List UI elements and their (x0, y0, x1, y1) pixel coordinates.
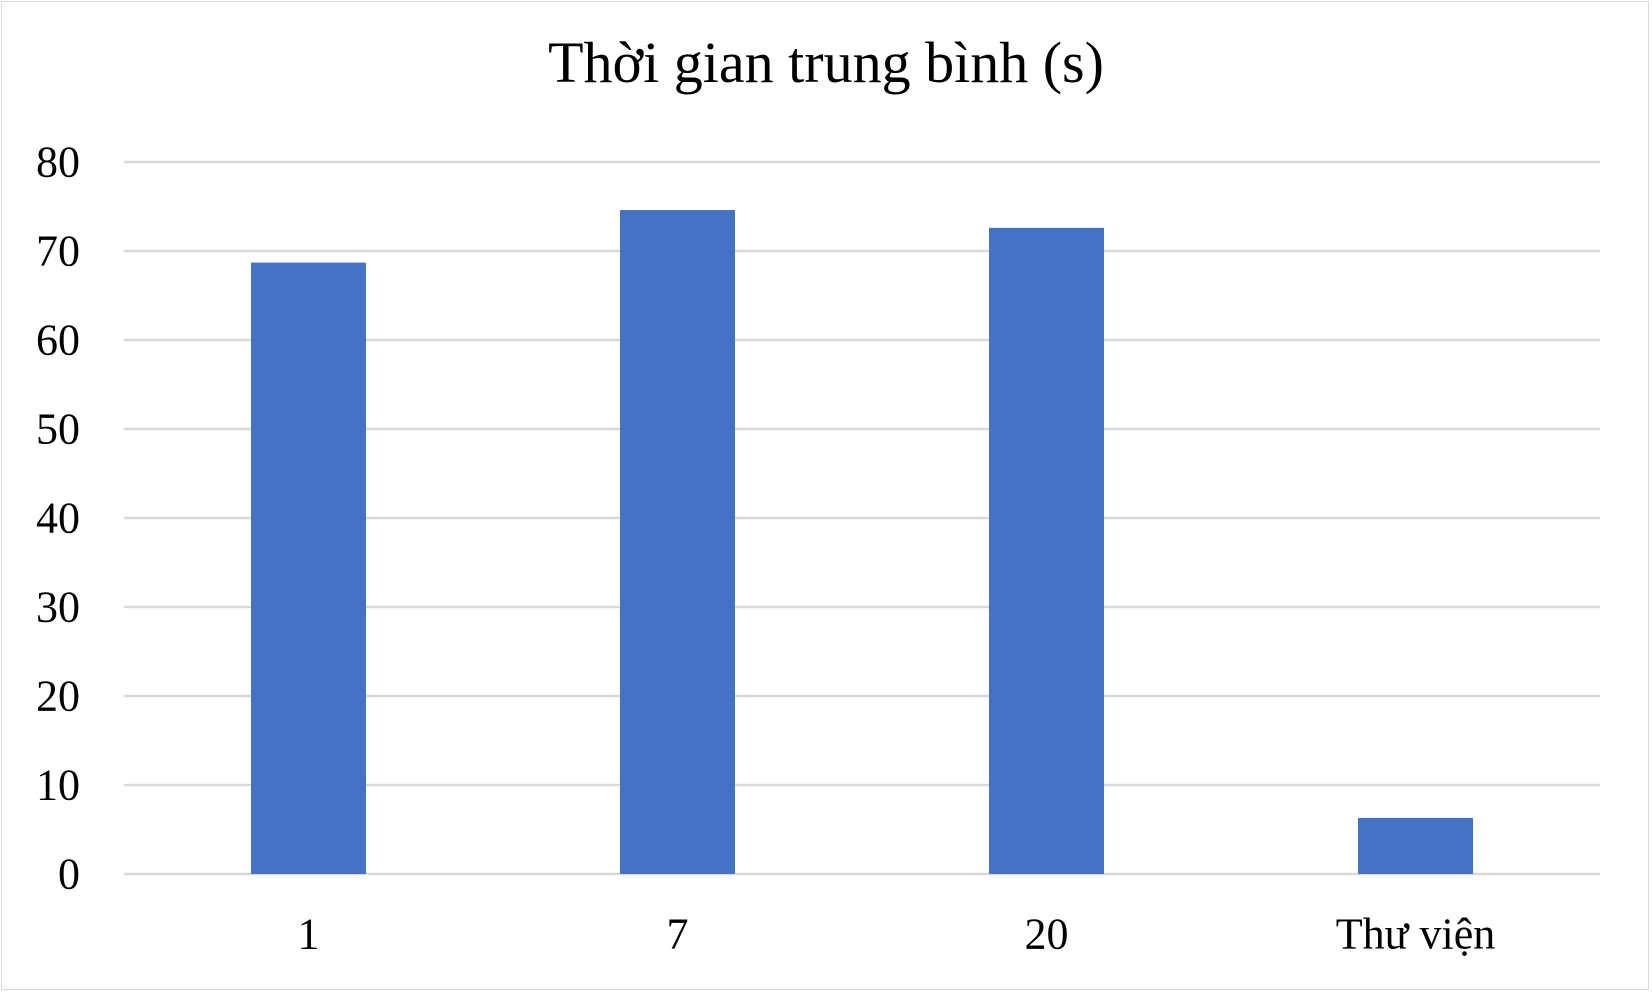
x-tick-label: Thư viện (1336, 910, 1495, 959)
x-tick-label: 1 (298, 910, 320, 959)
y-tick-label: 80 (36, 138, 80, 187)
y-tick-label: 0 (58, 850, 80, 899)
y-tick-label: 20 (36, 672, 80, 721)
bars (251, 210, 1473, 875)
y-tick-label: 30 (36, 583, 80, 632)
bar-20 (989, 227, 1104, 875)
y-axis-ticks: 0 10 20 30 40 50 60 70 80 (36, 138, 80, 899)
y-tick-label: 10 (36, 761, 80, 810)
x-tick-label: 7 (667, 910, 689, 959)
x-axis-ticks: 1 7 20 Thư viện (298, 910, 1496, 959)
y-tick-label: 40 (36, 494, 80, 543)
gridlines (124, 160, 1600, 876)
y-tick-label: 50 (36, 405, 80, 454)
y-tick-label: 70 (36, 227, 80, 276)
x-tick-label: 20 (1025, 910, 1069, 959)
bar-thư-viện (1358, 817, 1473, 874)
chart-title: Thời gian trung bình (s) (548, 30, 1104, 95)
bar-7 (620, 210, 735, 874)
bar-1 (251, 262, 366, 874)
y-tick-label: 60 (36, 316, 80, 365)
